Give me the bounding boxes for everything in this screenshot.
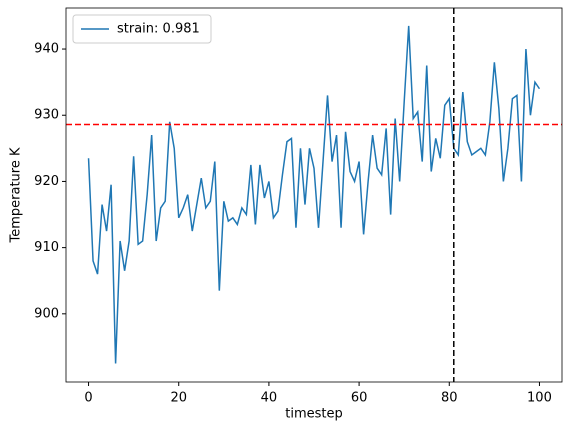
x-tick-label: 60 (351, 391, 368, 406)
x-tick-label: 20 (170, 391, 187, 406)
data-line (87, 25, 541, 364)
y-tick-label: 920 (34, 174, 59, 189)
x-tick-label: 80 (441, 391, 458, 406)
y-tick-label: 900 (34, 306, 59, 321)
plot-frame (65, 7, 563, 383)
legend-label: strain: 0.981 (117, 22, 200, 37)
y-tick-label: 940 (34, 42, 59, 57)
x-tick-label: 0 (84, 391, 92, 406)
y-tick-label: 930 (34, 108, 59, 123)
y-axis-label: Temperature K (9, 147, 24, 243)
legend-box (72, 14, 212, 44)
x-tick-label: 100 (527, 391, 552, 406)
y-tick-label: 910 (34, 240, 59, 255)
x-axis-label: timestep (285, 407, 343, 422)
x-tick-label: 40 (261, 391, 278, 406)
